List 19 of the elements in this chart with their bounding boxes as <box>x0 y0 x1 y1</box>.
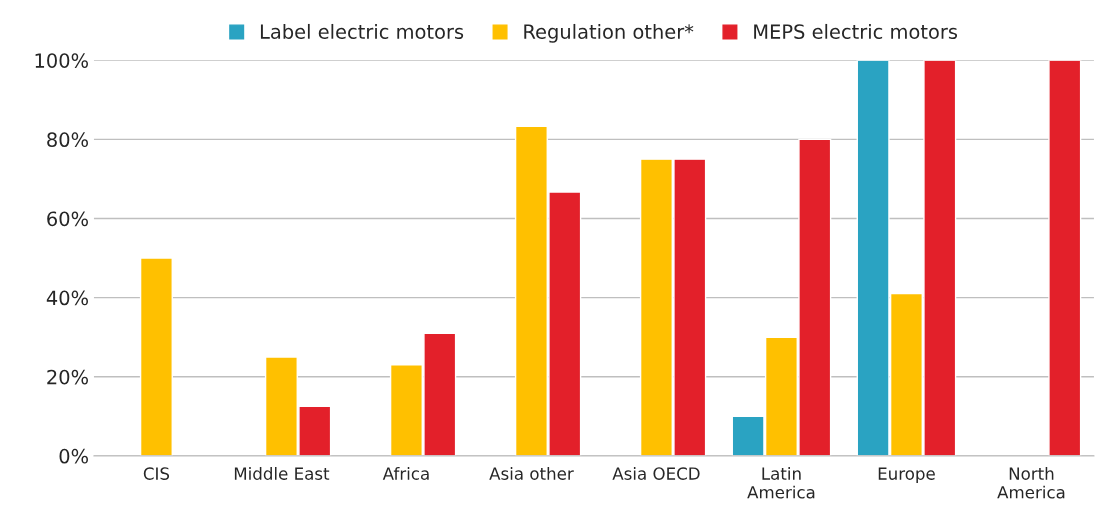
y-tick-label: 40% <box>46 290 88 306</box>
y-tick-label: 0% <box>59 448 88 464</box>
y-tick-label: 60% <box>47 211 88 227</box>
y-tick-label: 100% <box>35 53 88 68</box>
y-tick-label: 80% <box>47 132 88 148</box>
x-tick-label: Middle East <box>234 466 330 480</box>
bar <box>139 257 173 456</box>
x-tick-label: CIS <box>143 467 170 480</box>
x-tick-label: Europe <box>878 467 935 484</box>
x-tick-label: Latin America <box>747 466 815 499</box>
legend-label: Regulation other* <box>524 23 694 43</box>
legend-label: Label electric motors <box>260 23 464 39</box>
legend-label: MEPS electric motors <box>754 23 958 39</box>
y-tick-label: 20% <box>47 369 88 385</box>
x-tick-label: North America <box>997 466 1065 499</box>
x-tick-label: Africa <box>382 466 429 480</box>
x-tick-label: Asia OECD <box>612 466 700 480</box>
x-tick-label: Asia other <box>489 466 574 480</box>
bar <box>1048 60 1082 456</box>
